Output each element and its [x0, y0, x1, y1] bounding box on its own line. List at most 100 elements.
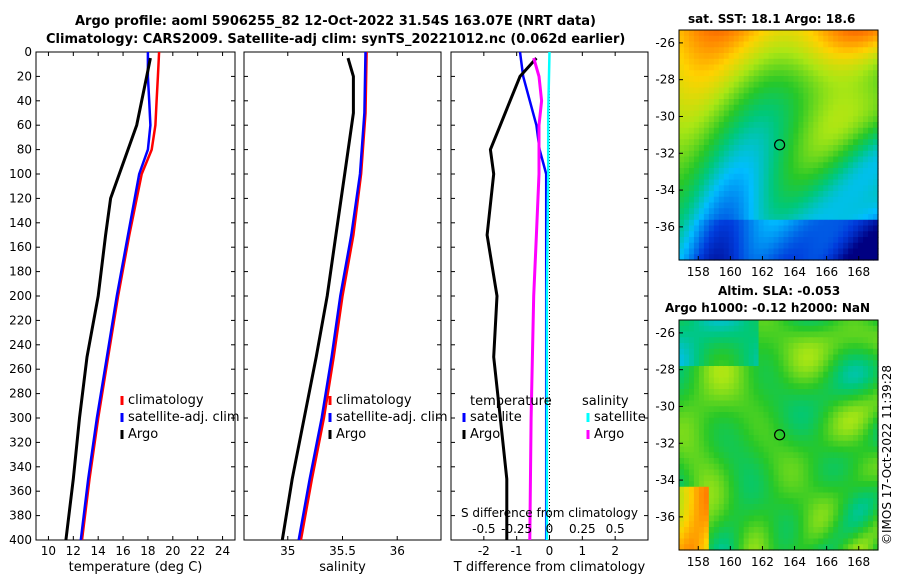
map-cell	[833, 254, 839, 261]
map-cell	[833, 452, 839, 459]
map-cell	[733, 99, 740, 106]
map-cell	[803, 58, 809, 66]
map-cell	[838, 463, 844, 471]
map-cell	[683, 423, 690, 430]
map-cell	[828, 486, 834, 494]
map-cell	[793, 35, 799, 43]
map-cell	[863, 389, 869, 396]
map-cell	[858, 127, 864, 135]
map-cell	[693, 475, 700, 482]
map-cell	[823, 116, 829, 123]
map-cell	[713, 423, 720, 430]
map-cell	[823, 492, 829, 499]
map-cell	[808, 532, 814, 540]
map-cell	[733, 87, 740, 94]
map-cell	[833, 343, 839, 350]
map-cell	[818, 47, 824, 54]
map-cell	[813, 527, 819, 534]
map-cell	[743, 538, 750, 545]
map-cell	[778, 446, 785, 453]
map-cell	[758, 93, 765, 100]
map-cell	[848, 35, 854, 43]
map-cell	[738, 544, 745, 551]
map-cell	[679, 150, 685, 158]
map-cell	[813, 389, 819, 396]
map-cell	[718, 58, 725, 66]
map-cell	[843, 156, 849, 163]
map-cell	[688, 202, 695, 209]
map-cell	[753, 337, 760, 344]
map-cell	[698, 41, 705, 48]
map-cell	[753, 219, 760, 227]
map-cell	[853, 481, 859, 488]
map-cell	[793, 515, 799, 522]
map-cell	[843, 254, 849, 261]
map-cell	[683, 538, 690, 545]
map-cell	[708, 446, 715, 453]
map-cell	[873, 423, 879, 430]
map-cell	[758, 225, 765, 232]
map-cell	[858, 30, 864, 37]
map-cell	[738, 47, 745, 54]
map-cell	[723, 320, 730, 327]
map-cell	[703, 320, 710, 327]
map-cell	[843, 139, 849, 146]
map-cell	[693, 53, 700, 60]
map-cell	[773, 30, 780, 37]
map-cell	[728, 47, 735, 54]
map-cell	[798, 504, 804, 511]
map-cell	[728, 532, 735, 540]
map-cell	[778, 179, 785, 186]
map-cell	[743, 110, 750, 117]
map-cell	[868, 30, 874, 37]
map-cell	[873, 110, 879, 117]
map-cell	[713, 99, 720, 106]
map-cell	[813, 343, 819, 350]
x-tick-label: 35	[280, 544, 295, 558]
map-cell	[753, 498, 760, 505]
map-cell	[718, 35, 725, 43]
map-cell	[833, 325, 839, 333]
map-cell	[718, 179, 725, 186]
map-cell	[788, 35, 795, 43]
map-cell	[823, 394, 829, 402]
map-cell	[723, 544, 730, 551]
map-cell	[808, 208, 814, 215]
map-cell	[763, 64, 770, 71]
map-cell	[783, 544, 790, 551]
map-cell	[738, 122, 745, 129]
map-cell	[833, 41, 839, 48]
map-cell	[803, 354, 809, 361]
map-cell	[833, 162, 839, 169]
map-cell	[823, 469, 829, 476]
map-cell	[723, 145, 730, 152]
map-cell	[778, 145, 785, 152]
map-cell	[838, 53, 844, 60]
map-cell	[713, 377, 720, 384]
map-cell	[703, 544, 710, 551]
map-cell	[788, 81, 795, 89]
map-cell	[803, 371, 809, 379]
map-cell	[853, 191, 859, 198]
map-cell	[753, 47, 760, 54]
map-cell	[873, 41, 879, 48]
map-cell	[803, 139, 809, 146]
map-cell	[823, 58, 829, 66]
map-cell	[679, 481, 685, 488]
map-cell	[733, 458, 740, 465]
map-cell	[813, 325, 819, 333]
map-cell	[728, 354, 735, 361]
map-cell	[748, 208, 755, 215]
map-cell	[778, 406, 785, 413]
map-cell	[848, 139, 854, 146]
map-cell	[679, 156, 685, 163]
map-cell	[698, 139, 705, 146]
map-cell	[843, 475, 849, 482]
map-cell	[728, 475, 735, 482]
map-cell	[818, 446, 824, 453]
map-cell	[808, 423, 814, 430]
map-cell	[723, 348, 730, 356]
map-cell	[698, 196, 705, 204]
map-cell	[723, 173, 730, 181]
map-cell	[823, 515, 829, 522]
